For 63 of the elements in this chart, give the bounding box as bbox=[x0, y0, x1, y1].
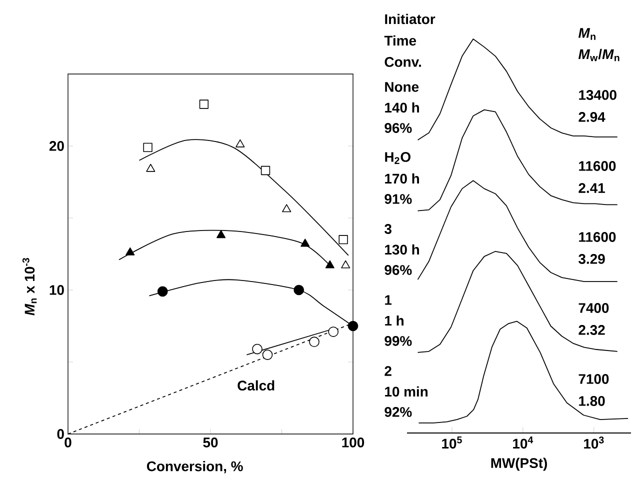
annotation: 140 h bbox=[385, 102, 419, 113]
text: 1 bbox=[385, 295, 392, 305]
text: H$_{2}$O bbox=[385, 152, 410, 164]
annotation: 11600 bbox=[579, 232, 616, 242]
point bbox=[348, 320, 358, 332]
annotation: 99% bbox=[384, 336, 412, 346]
point bbox=[328, 326, 339, 337]
x-axis-title: MW(PSt) bbox=[491, 458, 547, 471]
point bbox=[143, 142, 152, 152]
point bbox=[157, 286, 168, 297]
annotation: Conv. bbox=[384, 57, 421, 67]
y-tick-label: 0 bbox=[57, 429, 64, 439]
point bbox=[282, 204, 292, 212]
annotation: 1.80 bbox=[579, 396, 605, 406]
text: 1 h bbox=[385, 315, 404, 326]
point bbox=[126, 247, 135, 256]
point bbox=[338, 235, 348, 244]
x-tick-label: 50 bbox=[203, 438, 218, 448]
x-tick-label: 0 bbox=[64, 438, 72, 448]
annotation: 2.41 bbox=[578, 183, 605, 193]
point bbox=[252, 344, 262, 354]
text: 2 bbox=[384, 366, 392, 376]
line-series bbox=[138, 139, 349, 256]
point bbox=[262, 350, 273, 360]
point bbox=[341, 260, 350, 268]
annotation: Calcd bbox=[238, 380, 274, 391]
point bbox=[294, 284, 304, 296]
text: 91% bbox=[384, 194, 412, 204]
point bbox=[216, 230, 226, 238]
x-tick-label: 10$^{3}$ bbox=[584, 436, 604, 449]
text: 3 bbox=[384, 224, 392, 234]
x-tick-label: 10$^{5}$ bbox=[442, 436, 462, 449]
x-axis-title: Conversion, % bbox=[146, 460, 243, 474]
point bbox=[199, 100, 209, 109]
point bbox=[300, 238, 310, 247]
annotation: 7400 bbox=[578, 303, 609, 313]
y-axis-title: M$_{n}$ x 10$^{-3}$ bbox=[22, 258, 37, 316]
annotation: M$_{w}$/M$_{n}$ bbox=[578, 48, 620, 62]
annotation: 7100 bbox=[578, 374, 609, 384]
point bbox=[236, 139, 245, 148]
annotation: 2.32 bbox=[578, 325, 605, 335]
point bbox=[260, 166, 270, 176]
y-tick-label: 20 bbox=[49, 141, 64, 151]
annotation: 13400 bbox=[579, 90, 616, 100]
point bbox=[325, 260, 334, 268]
annotation: 11600 bbox=[579, 161, 616, 171]
annotation: 2.94 bbox=[578, 112, 606, 122]
point bbox=[146, 164, 156, 172]
x-tick-label: 10$^{4}$ bbox=[513, 436, 534, 449]
annotation: M$_{n}$ bbox=[578, 28, 596, 40]
point bbox=[309, 336, 320, 348]
text: 96% bbox=[384, 123, 412, 133]
annotation: 3.29 bbox=[578, 254, 605, 264]
annotation: 130 h bbox=[385, 244, 419, 255]
y-tick-label: 10 bbox=[50, 285, 64, 295]
annotation: 170 h bbox=[385, 173, 419, 184]
annotation: None bbox=[385, 82, 419, 92]
annotation: Time bbox=[384, 35, 416, 46]
x-tick-label: 100 bbox=[342, 438, 364, 448]
text: Initiator bbox=[385, 14, 436, 24]
annotation: 10 min bbox=[385, 386, 428, 397]
text: 96% bbox=[384, 265, 412, 275]
annotation: 92% bbox=[384, 407, 412, 417]
